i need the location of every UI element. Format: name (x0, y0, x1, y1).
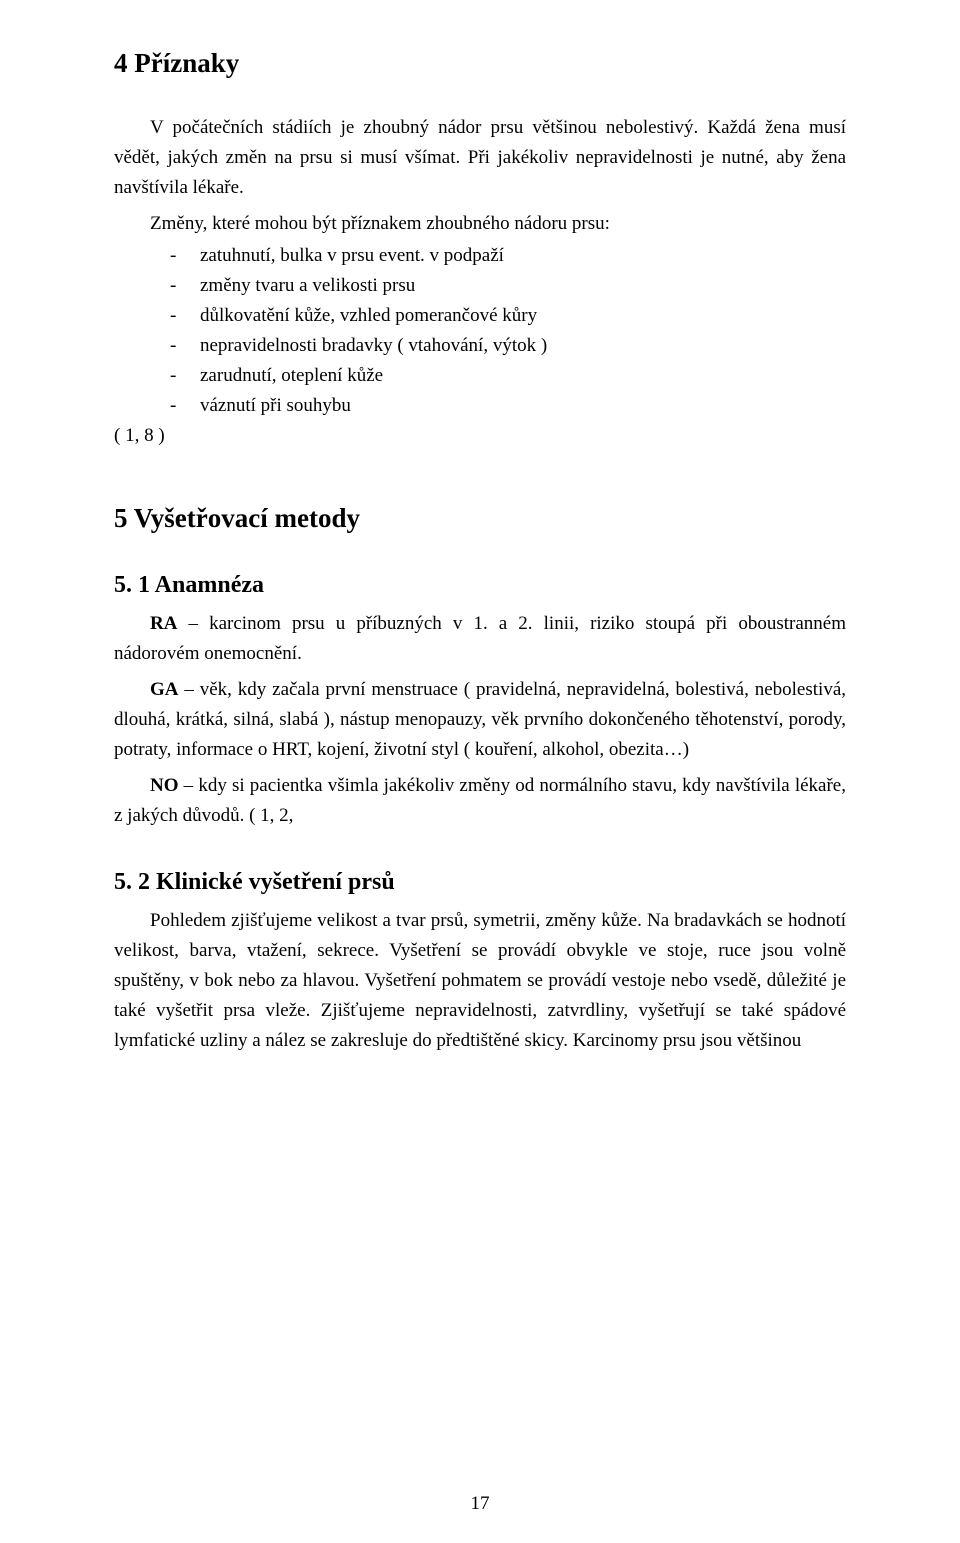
anamneza-no: NO – kdy si pacientka všimla jakékoliv z… (114, 771, 846, 831)
section-4-reference: ( 1, 8 ) (114, 421, 846, 451)
section-4-list-intro: Změny, které mohou být příznakem zhoubné… (114, 209, 846, 239)
ga-label: GA (150, 679, 179, 700)
section-5-2-para: Pohledem zjišťujeme velikost a tvar prsů… (114, 906, 846, 1056)
section-4-list: zatuhnutí, bulka v prsu event. v podpaží… (114, 241, 846, 421)
section-4-heading: 4 Příznaky (114, 48, 846, 79)
ra-label: RA (150, 613, 177, 634)
ra-text: – karcinom prsu u příbuzných v 1. a 2. l… (114, 613, 846, 664)
section-5-1-heading: 5. 1 Anamnéza (114, 572, 846, 599)
no-label: NO (150, 775, 179, 796)
list-item: nepravidelnosti bradavky ( vtahování, vý… (170, 331, 846, 361)
list-item: změny tvaru a velikosti prsu (170, 271, 846, 301)
page-number: 17 (0, 1493, 960, 1515)
no-text: – kdy si pacientka všimla jakékoliv změn… (114, 775, 846, 826)
section-5-2-heading: 5. 2 Klinické vyšetření prsů (114, 869, 846, 896)
list-item: důlkovatění kůže, vzhled pomerančové kůr… (170, 301, 846, 331)
list-item: zatuhnutí, bulka v prsu event. v podpaží (170, 241, 846, 271)
anamneza-ga: GA – věk, kdy začala první menstruace ( … (114, 675, 846, 765)
anamneza-ra: RA – karcinom prsu u příbuzných v 1. a 2… (114, 609, 846, 669)
page: 4 Příznaky V počátečních stádiích je zho… (0, 0, 960, 1543)
list-item: zarudnutí, oteplení kůže (170, 361, 846, 391)
section-4-para-1: V počátečních stádiích je zhoubný nádor … (114, 113, 846, 203)
section-5-heading: 5 Vyšetřovací metody (114, 503, 846, 534)
ga-text: – věk, kdy začala první menstruace ( pra… (114, 679, 846, 760)
list-item: váznutí při souhybu (170, 391, 846, 421)
